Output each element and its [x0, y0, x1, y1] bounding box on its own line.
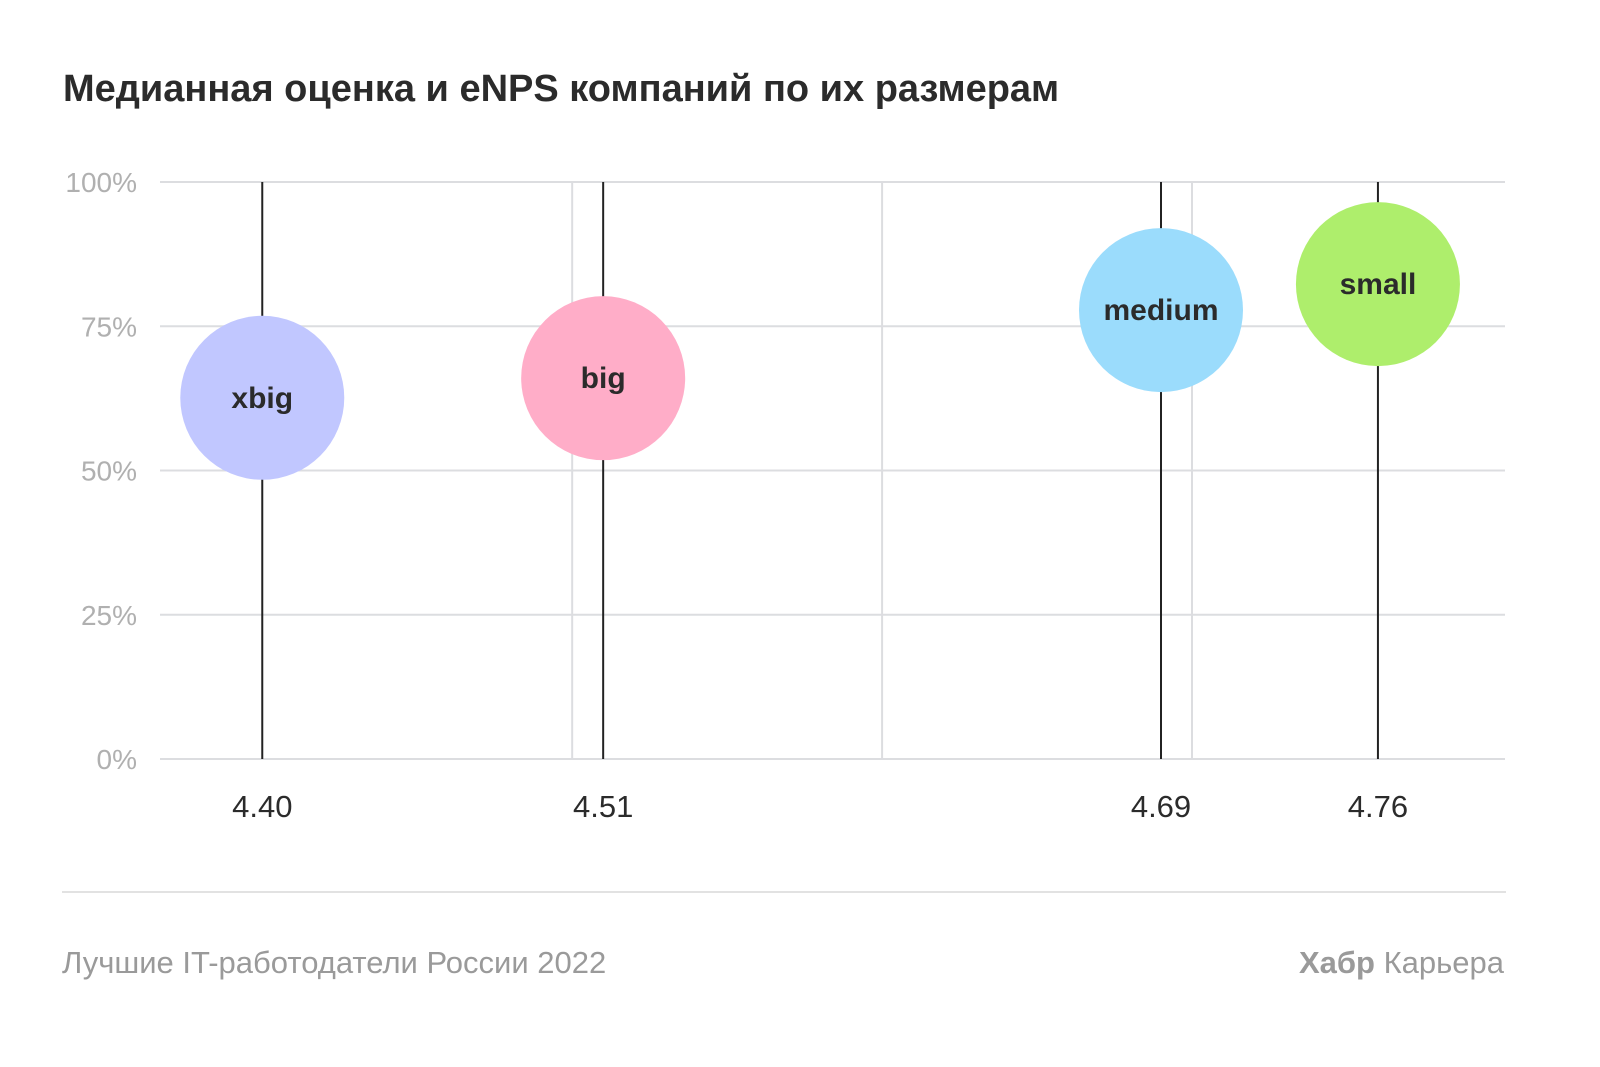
source-label: Лучшие IT-работодатели России 2022 [62, 945, 607, 980]
bubble-small [1295, 202, 1460, 367]
y-tick-label: 25% [81, 600, 137, 631]
y-tick-label: 0% [97, 744, 137, 775]
y-tick-label: 75% [81, 311, 137, 342]
bubble-label: xbig [231, 382, 293, 415]
bubble-medium [1079, 228, 1244, 393]
x-tick-label: 4.40 [232, 789, 292, 824]
x-tick-label: 4.69 [1131, 789, 1191, 824]
brand-label: Хабр Карьера [1299, 945, 1504, 981]
x-tick-label: 4.76 [1348, 789, 1408, 824]
brand-bold: Хабр [1298, 945, 1375, 980]
brand-rest: Карьера [1374, 945, 1504, 980]
x-tick-label: 4.51 [573, 789, 633, 824]
bubble-big [521, 296, 686, 461]
footer-divider [62, 891, 1506, 893]
bubble-label: medium [1103, 294, 1218, 327]
y-tick-label: 100% [65, 167, 137, 198]
bubble-label: small [1340, 268, 1417, 301]
y-tick-label: 50% [81, 456, 137, 487]
chart-title: Медианная оценка и eNPS компаний по их р… [63, 68, 1060, 110]
bubble-xbig [180, 315, 345, 480]
bubble-label: big [581, 362, 626, 395]
